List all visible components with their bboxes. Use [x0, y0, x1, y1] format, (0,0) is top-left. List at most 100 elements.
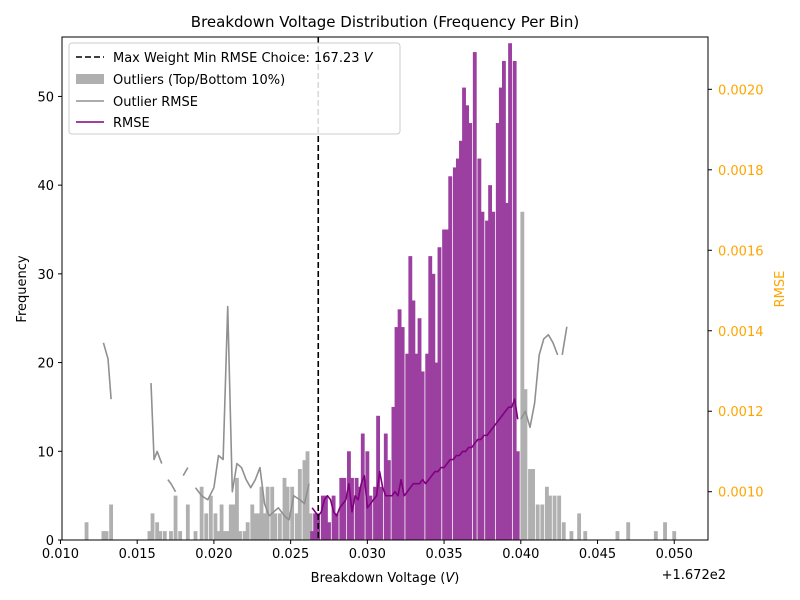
legend: Max Weight Min RMSE Choice: 167.23 V Out…	[68, 42, 401, 135]
outlier-bar	[150, 513, 155, 540]
rmse-bar	[485, 220, 489, 540]
y-right-tick-label: 0.0010	[718, 486, 764, 501]
rmse-bar	[434, 362, 439, 540]
outlier-rmse-segment	[167, 479, 177, 493]
y-right-tick-label: 0.0016	[718, 244, 764, 259]
rmse-bar	[508, 43, 512, 541]
rmse-bar	[379, 486, 384, 540]
rmse-bar	[414, 353, 419, 540]
outlier-bar	[253, 513, 258, 540]
rmse-bar	[354, 477, 359, 540]
outlier-bar	[208, 495, 213, 540]
outlier-bar	[520, 211, 525, 540]
rmse-bar	[383, 433, 388, 540]
outlier-bar	[245, 522, 250, 540]
outlier-bar	[308, 513, 313, 540]
outlier-bars	[84, 211, 677, 540]
outlier-bar	[216, 531, 221, 540]
outlier-rmse-segment	[520, 333, 559, 429]
x-tick-label: 0.050	[656, 547, 693, 562]
y-tick-label: 20	[37, 357, 54, 372]
outlier-bar	[250, 504, 255, 540]
rmse-bar	[313, 513, 318, 540]
rmse-bar	[411, 300, 416, 540]
rmse-line-group	[311, 398, 519, 517]
outlier-bar	[231, 504, 236, 540]
x-tick-label: 0.040	[502, 547, 539, 562]
y-axis-right-label: RMSE	[773, 271, 788, 308]
rmse-bar	[373, 486, 377, 540]
rmse-bar	[452, 167, 457, 540]
rmse-bar	[512, 60, 517, 540]
y-right-tick-label: 0.0018	[718, 164, 764, 179]
y-axis-left-label: Frequency	[15, 255, 30, 322]
y-tick-label: 0	[46, 534, 54, 549]
y-tick-label: 40	[37, 179, 54, 194]
rmse-bar	[342, 477, 347, 540]
outlier-bar	[158, 531, 163, 540]
outlier-rmse-segment	[561, 326, 568, 356]
y-axis-left-ticks: 0 10 20 30 40 50	[37, 90, 62, 549]
outlier-bar	[528, 469, 532, 540]
rmse-bar	[495, 123, 500, 541]
rmse-bar	[455, 158, 460, 541]
rmse-bar	[310, 531, 315, 540]
rmse-bar	[331, 495, 336, 540]
outlier-bar	[523, 389, 528, 540]
y-right-tick-label: 0.0012	[718, 405, 764, 420]
rmse-bar	[417, 318, 422, 540]
outlier-bar	[101, 531, 106, 540]
outlier-bar	[282, 477, 287, 540]
outlier-bar	[162, 531, 167, 540]
rmse-bar	[498, 87, 503, 540]
x-axis-label: Breakdown Voltage (V)	[311, 571, 460, 586]
rmse-bar	[386, 460, 391, 540]
outlier-bar	[219, 504, 224, 540]
outlier-bar	[228, 504, 233, 540]
rmse-bar	[448, 176, 453, 540]
rmse-bar	[437, 247, 442, 540]
rmse-bar	[320, 495, 325, 540]
outlier-bar	[663, 522, 667, 540]
outlier-bar	[199, 486, 204, 540]
outlier-bar	[242, 531, 247, 540]
y-right-tick-label: 0.0014	[718, 325, 764, 340]
rmse-bar	[477, 158, 482, 541]
outlier-bar	[173, 495, 178, 540]
rmse-bar	[502, 60, 506, 540]
outlier-bar	[583, 531, 588, 540]
x-tick-label: 0.035	[425, 547, 462, 562]
outlier-bar	[225, 531, 230, 540]
outlier-bar	[290, 486, 295, 540]
outlier-bar	[540, 504, 545, 540]
x-tick-label: 0.015	[119, 547, 156, 562]
rmse-bar	[459, 140, 463, 541]
outlier-bar	[548, 495, 552, 540]
rmse-bar	[515, 451, 520, 540]
outlier-bar	[577, 513, 582, 540]
y-axis-right-ticks: 0.0010 0.0012 0.0014 0.0016 0.0018 0.0020	[708, 83, 764, 501]
rmse-bar	[472, 52, 477, 540]
outlier-rmse-segment	[194, 305, 310, 521]
legend-label-outliers: Outliers (Top/Bottom 10%)	[113, 73, 285, 88]
outlier-bar	[672, 531, 677, 540]
rmse-bar	[488, 185, 493, 540]
outlier-bar	[552, 495, 557, 540]
outlier-bar	[305, 451, 310, 540]
x-offset-label: +1.672e2	[662, 568, 726, 583]
outlier-bar	[213, 513, 218, 540]
x-tick-label: 0.045	[579, 547, 616, 562]
outlier-bar	[235, 477, 239, 540]
rmse-bar	[420, 371, 425, 540]
outlier-bar	[256, 513, 261, 540]
y-tick-label: 50	[37, 90, 54, 105]
outlier-bar	[169, 531, 173, 540]
rmse-bar	[339, 477, 344, 540]
rmse-bar	[357, 486, 362, 540]
rmse-bar	[360, 433, 365, 540]
rmse-bar	[505, 202, 509, 540]
outlier-bar	[104, 531, 109, 540]
rmse-bar	[397, 309, 402, 540]
outlier-rmse-segment	[182, 467, 189, 477]
